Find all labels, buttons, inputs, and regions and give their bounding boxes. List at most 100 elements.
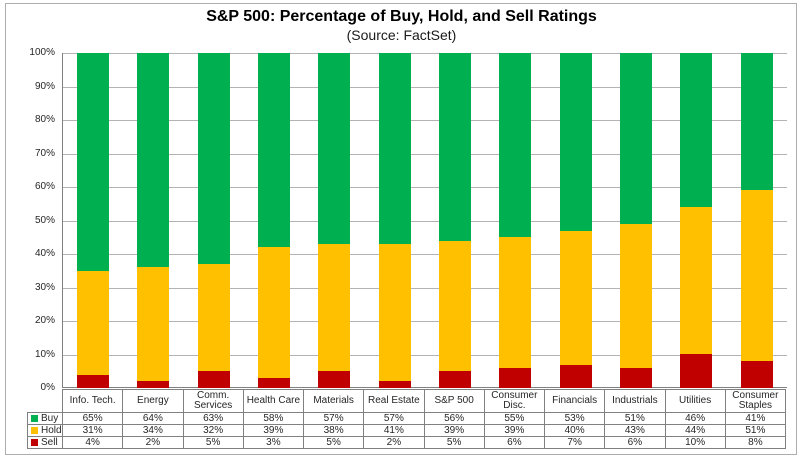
bar-segment-sell [77, 374, 110, 388]
stacked-bar [499, 53, 532, 388]
stacked-bar [378, 53, 411, 388]
bar-segment-buy [740, 53, 773, 191]
gridline [63, 288, 787, 289]
stacked-bar [740, 53, 773, 388]
bar-column [606, 53, 666, 388]
bar-segment-hold [499, 237, 532, 368]
stacked-bar [439, 53, 472, 388]
y-tick-label: 40% [34, 248, 55, 259]
legend-swatch-buy [31, 414, 38, 422]
bar-segment-sell [378, 381, 411, 388]
table-value-cell: 5% [423, 436, 485, 449]
gridline [63, 221, 787, 222]
table-header-cell: Materials [302, 389, 365, 413]
bar-segment-sell [620, 367, 653, 388]
bar-segment-buy [137, 53, 170, 268]
bar-segment-buy [620, 53, 653, 224]
y-axis: 100% 90% 80% 70% 60% 50% 40% 30% 20% 10% 0% [0, 48, 55, 393]
bar-segment-buy [439, 53, 472, 241]
y-tick-label: 100% [29, 47, 55, 58]
bar-segment-sell [258, 377, 291, 388]
table-value-cell: 58% [242, 412, 305, 425]
table-header-cell: Consumer Disc. [483, 389, 546, 413]
legend-cell-sell: Sell [27, 436, 63, 449]
bar-column [546, 53, 606, 388]
y-tick-label: 50% [34, 215, 55, 226]
table-value-cell: 44% [664, 424, 726, 437]
table-value-cell: 34% [122, 424, 184, 437]
table-value-cell: 39% [423, 424, 485, 437]
table-value-cell: 6% [604, 436, 666, 449]
legend-cell-hold: Hold [27, 424, 63, 437]
legend-swatch-sell [31, 438, 38, 446]
table-value-cell: 5% [302, 436, 365, 449]
bar-segment-sell [499, 367, 532, 388]
y-tick-label: 30% [34, 282, 55, 293]
table-value-cell: 2% [363, 436, 425, 449]
stacked-bar [680, 53, 713, 388]
bar-segment-hold [378, 243, 411, 382]
table-value-cell: 41% [724, 412, 787, 425]
table-value-cell: 63% [182, 412, 244, 425]
stacked-bar [620, 53, 653, 388]
gridline [63, 254, 787, 255]
table-value-cell: 10% [664, 436, 726, 449]
gridline [63, 321, 787, 322]
bar-column [63, 53, 123, 388]
bar-segment-hold [559, 230, 592, 365]
bar-segment-hold [740, 190, 773, 362]
legend-swatch-hold [31, 426, 38, 434]
legend-label: Hold [41, 424, 62, 436]
gridline [63, 187, 787, 188]
bar-column [666, 53, 726, 388]
bar-segment-buy [378, 53, 411, 244]
table-value-cell: 51% [604, 412, 666, 425]
table-value-cell: 40% [543, 424, 606, 437]
table-header-row: Info. Tech. Energy Comm. Services Health Ca… [28, 389, 787, 413]
plot-area [62, 53, 787, 388]
stacked-bar [77, 53, 110, 388]
table-header-cell: Utilities [664, 389, 726, 413]
bar-segment-hold [137, 267, 170, 382]
gridline [63, 87, 787, 88]
table-value-cell: 6% [483, 436, 546, 449]
table-value-cell: 46% [664, 412, 726, 425]
bar-segment-sell [559, 364, 592, 388]
table-header-cell: Industrials [604, 389, 666, 413]
bar-series [63, 53, 787, 388]
bar-column [184, 53, 244, 388]
bar-segment-sell [137, 381, 170, 388]
table-value-cell: 39% [242, 424, 305, 437]
table-value-cell: 65% [61, 412, 124, 425]
table-series-row: Hold 31% 34% 32% 39% 38% 41% 39% 39% 40% 43% 44% 51% [27, 424, 787, 437]
bar-segment-buy [559, 53, 592, 231]
stacked-bar [258, 53, 291, 388]
table-value-cell: 64% [122, 412, 184, 425]
bar-segment-sell [439, 371, 472, 388]
table-header-cell: Health Care [242, 389, 305, 413]
data-table: Info. Tech. Energy Comm. Services Health Ca… [27, 389, 787, 449]
bar-segment-hold [680, 207, 713, 355]
gridline [63, 355, 787, 356]
table-header-cell: S&P 500 [423, 389, 485, 413]
table-value-cell: 43% [604, 424, 666, 437]
legend-label: Buy [41, 412, 59, 424]
bar-column [425, 53, 485, 388]
table-value-cell: 57% [302, 412, 365, 425]
table-value-cell: 7% [543, 436, 606, 449]
bar-column [727, 53, 787, 388]
y-tick-label: 10% [34, 349, 55, 360]
stacked-bar [197, 53, 230, 388]
table-header-cell: Financials [543, 389, 606, 413]
bar-segment-sell [680, 354, 713, 388]
bar-column [244, 53, 304, 388]
gridline [63, 120, 787, 121]
bar-segment-buy [318, 53, 351, 244]
legend-label: Sell [41, 436, 58, 448]
bar-column [123, 53, 183, 388]
bar-segment-hold [258, 247, 291, 378]
bar-segment-hold [318, 243, 351, 372]
table-header-cell: Info. Tech. [61, 389, 124, 413]
bar-segment-buy [680, 53, 713, 208]
